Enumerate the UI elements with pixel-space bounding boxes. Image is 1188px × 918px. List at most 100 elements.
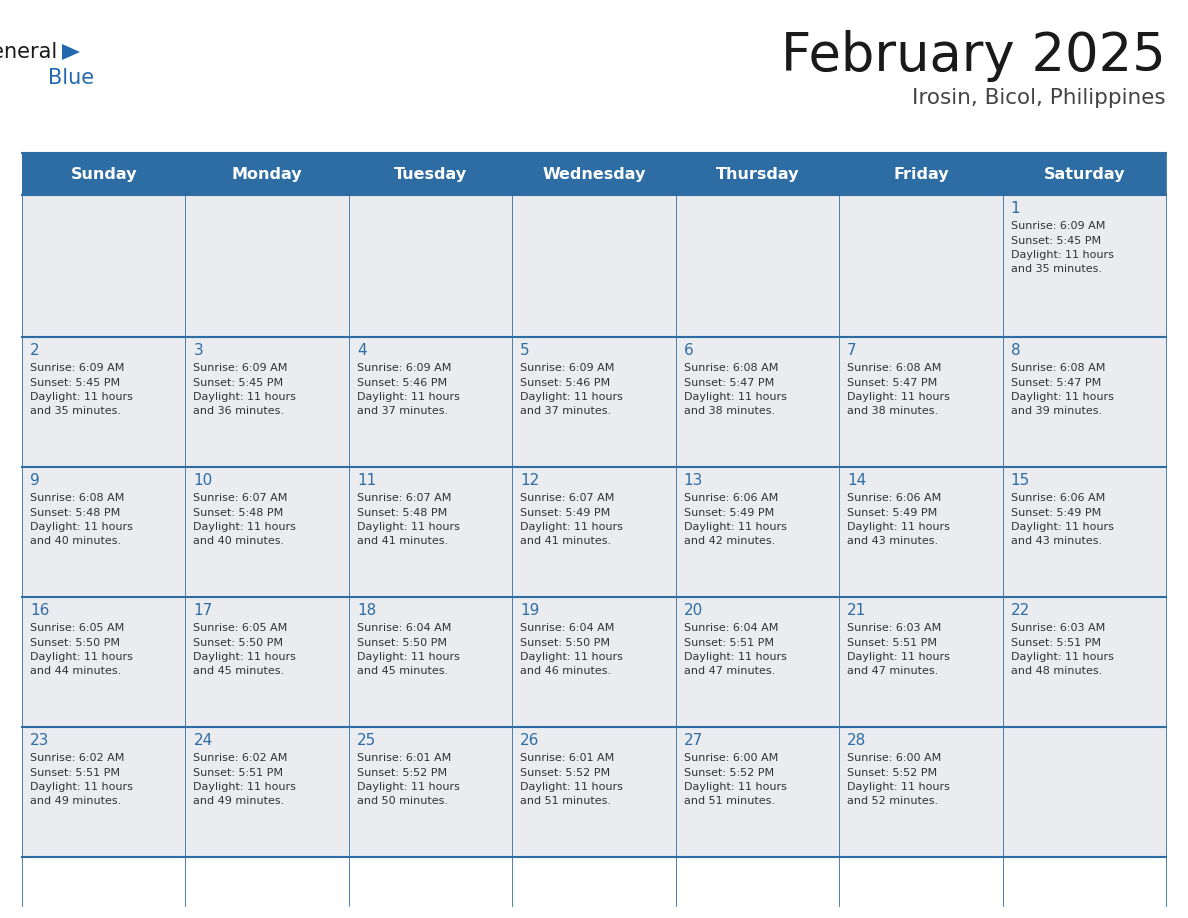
Text: Sunset: 5:50 PM: Sunset: 5:50 PM [194, 637, 284, 647]
Bar [512, 727, 676, 857]
Bar [1003, 337, 1165, 467]
Text: Sunrise: 6:06 AM: Sunrise: 6:06 AM [1011, 493, 1105, 503]
Text: Sunset: 5:51 PM: Sunset: 5:51 PM [1011, 637, 1100, 647]
Text: and 43 minutes.: and 43 minutes. [847, 536, 939, 546]
Bar [1003, 597, 1165, 727]
Text: 27: 27 [684, 733, 703, 748]
Bar [349, 727, 512, 857]
Text: Sunrise: 6:09 AM: Sunrise: 6:09 AM [1011, 221, 1105, 231]
Text: Sunrise: 6:04 AM: Sunrise: 6:04 AM [684, 623, 778, 633]
Text: Sunset: 5:45 PM: Sunset: 5:45 PM [194, 377, 284, 387]
Text: 5: 5 [520, 343, 530, 358]
Text: Daylight: 11 hours: Daylight: 11 hours [194, 782, 296, 792]
Text: Sunset: 5:47 PM: Sunset: 5:47 PM [684, 377, 773, 387]
Text: Daylight: 11 hours: Daylight: 11 hours [194, 652, 296, 662]
Text: Daylight: 11 hours: Daylight: 11 hours [684, 522, 786, 532]
Bar [512, 597, 676, 727]
Text: Sunset: 5:47 PM: Sunset: 5:47 PM [1011, 377, 1101, 387]
Text: and 37 minutes.: and 37 minutes. [520, 407, 612, 417]
Text: Sunset: 5:45 PM: Sunset: 5:45 PM [1011, 236, 1101, 245]
Text: Sunrise: 6:02 AM: Sunrise: 6:02 AM [30, 753, 125, 763]
Bar [512, 337, 676, 467]
Text: Daylight: 11 hours: Daylight: 11 hours [520, 392, 624, 402]
Bar [23, 467, 185, 597]
Text: and 40 minutes.: and 40 minutes. [30, 536, 121, 546]
Text: 18: 18 [356, 603, 377, 618]
Text: Monday: Monday [232, 166, 303, 182]
Text: 16: 16 [30, 603, 50, 618]
Text: February 2025: February 2025 [782, 30, 1165, 82]
Text: Sunrise: 6:02 AM: Sunrise: 6:02 AM [194, 753, 287, 763]
Text: Daylight: 11 hours: Daylight: 11 hours [30, 392, 133, 402]
Text: Sunrise: 6:00 AM: Sunrise: 6:00 AM [684, 753, 778, 763]
Bar [349, 195, 512, 337]
Text: Irosin, Bicol, Philippines: Irosin, Bicol, Philippines [912, 88, 1165, 108]
Text: Sunset: 5:49 PM: Sunset: 5:49 PM [1011, 508, 1101, 518]
Bar [839, 727, 1003, 857]
Bar [349, 337, 512, 467]
Text: Sunrise: 6:08 AM: Sunrise: 6:08 AM [684, 363, 778, 373]
Text: Saturday: Saturday [1043, 166, 1125, 182]
Text: 15: 15 [1011, 473, 1030, 488]
Text: Daylight: 11 hours: Daylight: 11 hours [847, 392, 950, 402]
Text: Daylight: 11 hours: Daylight: 11 hours [194, 392, 296, 402]
Text: and 44 minutes.: and 44 minutes. [30, 666, 121, 677]
Text: Sunset: 5:51 PM: Sunset: 5:51 PM [684, 637, 773, 647]
Text: and 42 minutes.: and 42 minutes. [684, 536, 775, 546]
Text: 19: 19 [520, 603, 539, 618]
Text: 10: 10 [194, 473, 213, 488]
Text: Daylight: 11 hours: Daylight: 11 hours [520, 522, 624, 532]
Text: Daylight: 11 hours: Daylight: 11 hours [194, 522, 296, 532]
Text: Thursday: Thursday [715, 166, 800, 182]
Text: 2: 2 [30, 343, 39, 358]
Text: and 35 minutes.: and 35 minutes. [1011, 264, 1101, 274]
Text: Daylight: 11 hours: Daylight: 11 hours [356, 652, 460, 662]
Bar [676, 337, 839, 467]
Text: Sunrise: 6:05 AM: Sunrise: 6:05 AM [30, 623, 125, 633]
Text: 26: 26 [520, 733, 539, 748]
Text: Sunrise: 6:01 AM: Sunrise: 6:01 AM [356, 753, 451, 763]
Text: and 36 minutes.: and 36 minutes. [194, 407, 284, 417]
Bar [23, 597, 185, 727]
Text: and 39 minutes.: and 39 minutes. [1011, 407, 1101, 417]
Text: Sunrise: 6:03 AM: Sunrise: 6:03 AM [847, 623, 941, 633]
Text: 9: 9 [30, 473, 39, 488]
Text: Sunrise: 6:09 AM: Sunrise: 6:09 AM [194, 363, 287, 373]
Text: Daylight: 11 hours: Daylight: 11 hours [30, 782, 133, 792]
Bar [1003, 467, 1165, 597]
Text: and 47 minutes.: and 47 minutes. [847, 666, 939, 677]
Text: Daylight: 11 hours: Daylight: 11 hours [684, 782, 786, 792]
Text: Blue: Blue [48, 68, 94, 88]
Text: Sunset: 5:49 PM: Sunset: 5:49 PM [684, 508, 773, 518]
Bar [839, 597, 1003, 727]
Text: Daylight: 11 hours: Daylight: 11 hours [356, 782, 460, 792]
Text: 25: 25 [356, 733, 377, 748]
Text: and 40 minutes.: and 40 minutes. [194, 536, 285, 546]
Text: and 38 minutes.: and 38 minutes. [847, 407, 939, 417]
Text: Sunset: 5:50 PM: Sunset: 5:50 PM [30, 637, 120, 647]
Bar [1003, 727, 1165, 857]
Text: Sunset: 5:46 PM: Sunset: 5:46 PM [520, 377, 611, 387]
Text: and 41 minutes.: and 41 minutes. [520, 536, 612, 546]
Text: Tuesday: Tuesday [394, 166, 467, 182]
Text: 1: 1 [1011, 201, 1020, 216]
Bar [185, 195, 349, 337]
Bar [23, 153, 1165, 195]
Text: Friday: Friday [893, 166, 949, 182]
Text: Daylight: 11 hours: Daylight: 11 hours [1011, 250, 1113, 260]
Text: 13: 13 [684, 473, 703, 488]
Text: Daylight: 11 hours: Daylight: 11 hours [847, 522, 950, 532]
Bar [676, 597, 839, 727]
Text: Sunrise: 6:08 AM: Sunrise: 6:08 AM [847, 363, 942, 373]
Text: Sunrise: 6:00 AM: Sunrise: 6:00 AM [847, 753, 941, 763]
Text: 14: 14 [847, 473, 866, 488]
Text: and 43 minutes.: and 43 minutes. [1011, 536, 1101, 546]
Text: and 50 minutes.: and 50 minutes. [356, 797, 448, 807]
Text: Sunset: 5:52 PM: Sunset: 5:52 PM [356, 767, 447, 778]
Text: Sunrise: 6:05 AM: Sunrise: 6:05 AM [194, 623, 287, 633]
Text: and 51 minutes.: and 51 minutes. [684, 797, 775, 807]
Text: Sunrise: 6:09 AM: Sunrise: 6:09 AM [520, 363, 614, 373]
Text: Sunset: 5:48 PM: Sunset: 5:48 PM [194, 508, 284, 518]
Text: Daylight: 11 hours: Daylight: 11 hours [520, 782, 624, 792]
Text: Sunset: 5:47 PM: Sunset: 5:47 PM [847, 377, 937, 387]
